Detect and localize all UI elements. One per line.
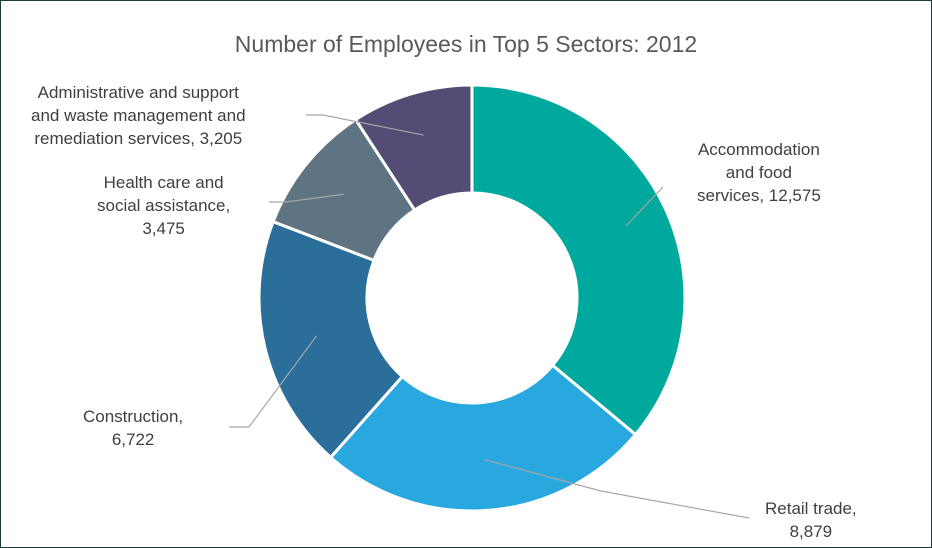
donut-slice-2 — [257, 219, 405, 460]
label-accommodation: Accommodation and food services, 12,575 — [697, 140, 821, 205]
label-construction: Construction, 6,722 — [83, 407, 184, 449]
label-administrative: Administrative and support and waste man… — [31, 83, 246, 148]
label-health-care: Health care and social assistance, 3,475 — [97, 173, 231, 238]
leader-line-3 — [269, 193, 344, 203]
label-retail: Retail trade, 8,879 — [765, 499, 857, 541]
leader-line-1 — [483, 458, 750, 519]
donut-slice-4 — [353, 83, 474, 213]
leader-line-4 — [306, 114, 424, 136]
donut-slice-0 — [470, 83, 687, 437]
chart-title: Number of Employees in Top 5 Sectors: 20… — [234, 31, 698, 57]
leader-line-0 — [625, 186, 664, 227]
donut-slice-1 — [328, 363, 638, 513]
leader-line-2 — [229, 335, 318, 428]
